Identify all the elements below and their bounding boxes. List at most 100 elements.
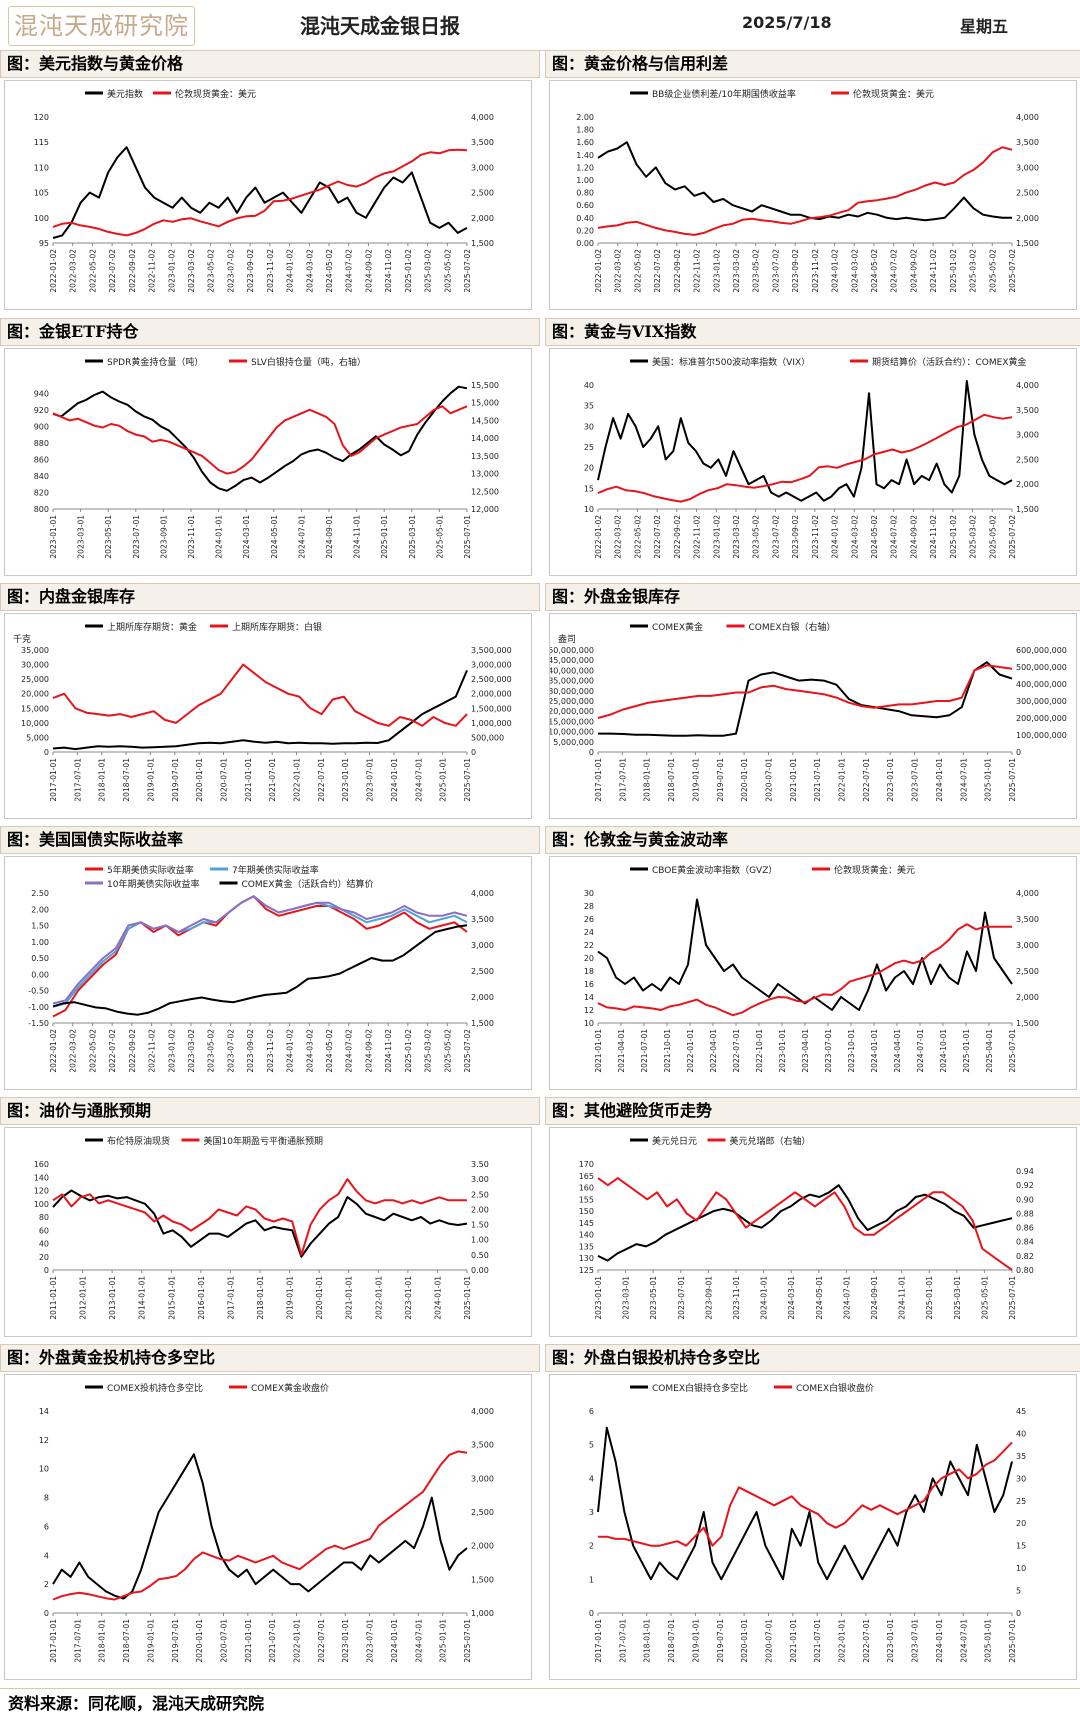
x-tick-label: 2018-01-01 xyxy=(98,758,107,802)
y-tick-left: 120 xyxy=(34,1187,49,1196)
y-tick-left: -0.50 xyxy=(28,987,49,996)
x-tick-label: 2020-07-01 xyxy=(764,1619,773,1663)
x-tick-label: 2024-05-02 xyxy=(870,249,879,293)
x-tick-label: 2024-07-01 xyxy=(959,758,968,802)
x-tick-label: 2020-01-01 xyxy=(315,1276,324,1320)
y-tick-left: 6 xyxy=(589,1407,594,1416)
x-tick-label: 2022-07-02 xyxy=(653,249,662,293)
x-tick-label: 2019-07-01 xyxy=(716,758,725,802)
y-tick-right: 500,000,000 xyxy=(1016,663,1067,672)
series-line xyxy=(597,664,1013,719)
x-tick-label: 2024-01-02 xyxy=(831,515,840,559)
chart-title: 图：金银ETF持仓 xyxy=(0,318,540,346)
y-tick-left: 120 xyxy=(34,113,49,122)
y-tick-right: 3,500 xyxy=(471,138,494,147)
x-tick-label: 2024-11-01 xyxy=(353,515,362,559)
y-tick-left: 18 xyxy=(584,967,594,976)
x-tick-label: 2025-01-01 xyxy=(380,515,389,559)
x-tick-label: 2023-05-01 xyxy=(649,1276,658,1320)
x-tick-label: 2023-01-02 xyxy=(167,1029,176,1073)
y-tick-left: 1.00 xyxy=(576,176,594,185)
y-tick-right: 14,500 xyxy=(471,416,499,425)
series-line xyxy=(597,1426,1013,1581)
y-tick-left: 0 xyxy=(44,1266,49,1275)
x-tick-label: 2024-07-01 xyxy=(297,515,306,559)
y-tick-right: 200,000,000 xyxy=(1016,714,1067,723)
x-tick-label: 2023-03-01 xyxy=(622,1276,631,1320)
y-tick-left: 20 xyxy=(39,1253,49,1262)
chart-title: 图：外盘白银投机持仓多空比 xyxy=(545,1344,1080,1372)
legend-item: COMEX白银持仓多空比 xyxy=(630,1382,748,1394)
y-tick-left: 940 xyxy=(34,389,49,398)
x-tick-label: 2024-01-01 xyxy=(390,758,399,802)
x-tick-label: 2022-11-02 xyxy=(148,249,157,293)
y-tick-left: 0.80 xyxy=(576,189,594,198)
legend-item: 伦敦现货黄金：美元 xyxy=(812,864,915,876)
chart-frame: 美国：标准普尔500波动率指数（VIX） 期货结算价（活跃合约）：COMEX黄金 1… xyxy=(549,348,1077,576)
x-tick-label: 2023-09-01 xyxy=(704,1276,713,1320)
chart-panel: 图：金银ETF持仓 SPDR黄金持仓量（吨） SLV白银持仓量（吨，右轴） 800 82… xyxy=(0,318,540,580)
y-tick-right: 0.00 xyxy=(471,1266,489,1275)
y-tick-left: -1.00 xyxy=(28,1003,49,1012)
y-tick-right: 1,500 xyxy=(471,239,494,248)
x-tick-label: 2022-10-01 xyxy=(755,1029,764,1073)
x-tick-label: 2022-01-01 xyxy=(686,1029,695,1073)
y-tick-right: 3,000 xyxy=(471,163,494,172)
x-tick-label: 2023-04-01 xyxy=(801,1029,810,1073)
legend-label: COMEX黄金 xyxy=(652,621,703,633)
y-tick-left: 45,000,000 xyxy=(550,656,594,665)
y-tick-right: 35 xyxy=(1016,1452,1026,1461)
series-line xyxy=(52,924,468,1016)
x-tick-label: 2024-05-02 xyxy=(325,249,334,293)
y-tick-left: 100 xyxy=(34,1200,49,1209)
x-tick-label: 2022-01-02 xyxy=(594,249,603,293)
y-tick-right: 13,500 xyxy=(471,452,499,461)
x-tick-label: 2018-07-01 xyxy=(122,758,131,802)
y-tick-right: 2,500 xyxy=(471,189,494,198)
y-tick-left: -1.50 xyxy=(28,1019,49,1028)
y-tick-left: 10 xyxy=(39,1465,49,1474)
y-tick-left: 25,000 xyxy=(21,675,49,684)
x-tick-label: 2024-01-02 xyxy=(831,249,840,293)
y-tick-left: 0 xyxy=(44,748,49,757)
brand-logo: 混沌天成研究院 xyxy=(8,6,195,46)
legend-label: COMEX投机持仓多空比 xyxy=(107,1382,203,1394)
series-line xyxy=(52,1178,467,1256)
x-tick-label: 2023-11-02 xyxy=(811,249,820,293)
y-tick-left: 1.80 xyxy=(576,126,594,135)
x-tick-label: 2020-01-01 xyxy=(195,758,204,802)
x-tick-label: 2025-07-02 xyxy=(1008,515,1017,559)
x-tick-label: 2017-01-01 xyxy=(49,1619,58,1663)
y-tick-left: 10 xyxy=(584,1019,594,1028)
x-tick-label: 2016-01-01 xyxy=(197,1276,206,1320)
y-tick-right: 2,000 xyxy=(471,993,494,1002)
x-tick-label: 2024-05-01 xyxy=(815,1276,824,1320)
chart-title: 图：美国国债实际收益率 xyxy=(0,826,540,854)
y-tick-right: 12,000 xyxy=(471,505,499,514)
x-tick-label: 2021-01-01 xyxy=(345,1276,354,1320)
chart-svg: COMEX黄金 COMEX白银（右轴）盎司05,000,00010,000,000… xyxy=(550,621,1067,802)
series-line xyxy=(52,895,468,1005)
y-tick-left: 2.50 xyxy=(31,889,49,898)
y-tick-right: 30 xyxy=(1016,1474,1026,1483)
x-tick-label: 2024-05-02 xyxy=(325,1029,334,1073)
x-tick-label: 2023-01-02 xyxy=(712,515,721,559)
x-tick-label: 2018-07-01 xyxy=(667,758,676,802)
chart-frame: 美元兑日元 美元兑瑞郎（右轴） 125 130 135 140 145 150 155 160 16… xyxy=(549,1127,1077,1337)
y-tick-right: 2,000 xyxy=(471,214,494,223)
y-tick-left: 30 xyxy=(584,889,594,898)
x-tick-label: 2024-05-01 xyxy=(270,515,279,559)
y-tick-right: 3.00 xyxy=(471,1175,489,1184)
y-tick-right: 2,500 xyxy=(1016,455,1039,464)
x-tick-label: 2024-01-01 xyxy=(433,1276,442,1320)
y-tick-left: 0.60 xyxy=(576,201,594,210)
x-tick-label: 2022-05-02 xyxy=(88,1029,97,1073)
x-tick-label: 2025-01-02 xyxy=(404,1029,413,1073)
x-tick-label: 2024-07-02 xyxy=(890,249,899,293)
chart-title: 图：其他避险货币走势 xyxy=(545,1097,1080,1125)
x-tick-label: 2021-01-01 xyxy=(789,1619,798,1663)
x-tick-label: 2017-07-01 xyxy=(618,1619,627,1663)
x-tick-label: 2022-01-01 xyxy=(838,758,847,802)
x-tick-label: 2022-04-01 xyxy=(709,1029,718,1073)
y-tick-left: 28 xyxy=(584,902,594,911)
